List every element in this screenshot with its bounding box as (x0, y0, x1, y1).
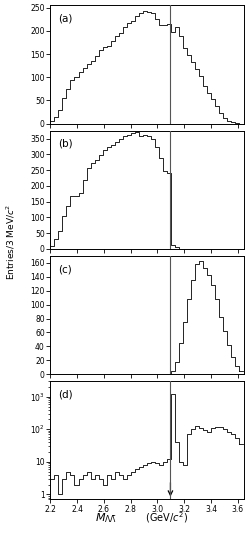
Text: $M_{\Lambda\bar{\Lambda}}$: $M_{\Lambda\bar{\Lambda}}$ (95, 511, 117, 525)
Text: (a): (a) (58, 13, 73, 24)
Text: (GeV/$c^2$): (GeV/$c^2$) (139, 510, 188, 525)
Text: (c): (c) (58, 264, 72, 274)
Text: Entries/3 MeV/$c^2$: Entries/3 MeV/$c^2$ (5, 204, 17, 280)
Text: (b): (b) (58, 139, 73, 149)
Text: (d): (d) (58, 389, 73, 400)
